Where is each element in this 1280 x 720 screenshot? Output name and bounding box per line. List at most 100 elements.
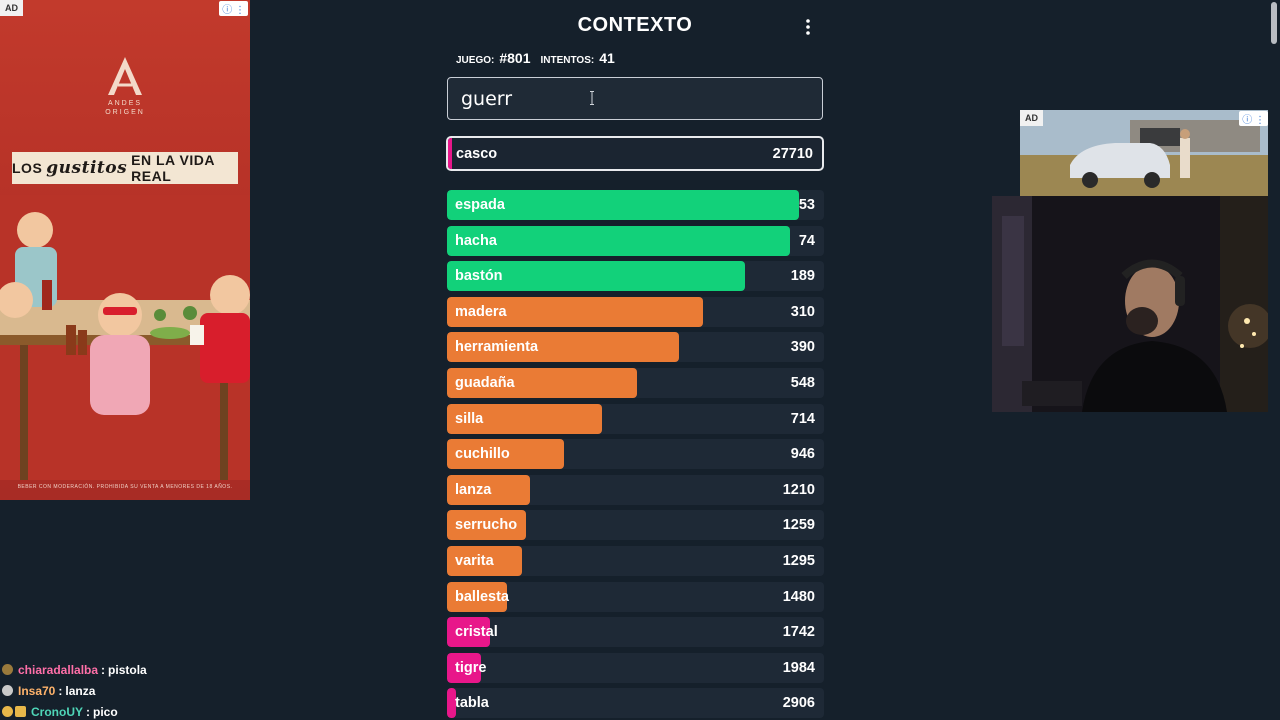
chat-badge-icon — [2, 685, 13, 696]
left-advertisement[interactable]: AD ⓘ ⋮ ANDES ORIGEN LOS gustitos EN LA V… — [0, 0, 250, 500]
chat-username[interactable]: chiaradallalba — [18, 662, 99, 677]
chat-text: lanza — [65, 683, 96, 698]
guess-distance: 1480 — [782, 589, 815, 605]
guess-word: espada — [455, 197, 505, 213]
guess-proximity-bar — [447, 332, 679, 362]
chat-overlay: chiaradallalba: pistola Insa70: lanza CronoU… — [2, 659, 242, 720]
guess-row: tigre 1984 — [447, 653, 824, 683]
guess-proximity-bar — [447, 368, 637, 398]
chat-username[interactable]: CronoUY — [31, 704, 83, 719]
attempts-count: 41 — [599, 50, 615, 66]
ad-info-icon[interactable]: ⓘ ⋮ — [219, 1, 248, 16]
guess-distance: 1259 — [782, 517, 815, 533]
guess-distance: 310 — [790, 304, 815, 320]
guess-distance: 714 — [790, 411, 815, 427]
guess-word: cristal — [455, 624, 498, 640]
ad-slogan: LOS gustitos EN LA VIDA REAL — [12, 152, 238, 184]
game-number: #801 — [499, 50, 531, 66]
guess-row: tabla 2906 — [447, 688, 824, 718]
slogan-post: EN LA VIDA REAL — [131, 152, 215, 184]
chat-badge-icon — [2, 706, 13, 717]
guess-distance: 2906 — [782, 695, 815, 711]
guess-row: ballesta 1480 — [447, 582, 824, 612]
guess-proximity-bar — [447, 510, 526, 540]
last-guess-bar — [448, 138, 452, 169]
guess-row: cristal 1742 — [447, 617, 824, 647]
guess-proximity-bar — [447, 404, 602, 434]
guess-row: herramienta 390 — [447, 332, 824, 362]
guess-word: tigre — [455, 660, 487, 676]
game-stats: JUEGO: #801 INTENTOS: 41 — [456, 50, 625, 66]
guess-distance: 53 — [798, 197, 815, 213]
guess-row: espada 53 — [447, 190, 824, 220]
guess-word: cuchillo — [455, 446, 510, 462]
guess-word: serrucho — [455, 517, 518, 533]
attempts-label: INTENTOS: — [540, 55, 595, 66]
webcam-feed — [992, 196, 1280, 412]
ad-info-icon[interactable]: ⓘ ⋮ — [1239, 111, 1268, 126]
guess-distance: 189 — [790, 268, 815, 284]
chat-separator: : — [101, 662, 106, 677]
guess-proximity-bar — [447, 475, 530, 505]
ad-illustration — [0, 195, 250, 480]
guess-proximity-bar — [447, 653, 481, 683]
ad-label: AD — [1020, 110, 1043, 126]
guess-row: guadaña 548 — [447, 368, 824, 398]
guess-row: varita 1295 — [447, 546, 824, 576]
guess-distance: 946 — [790, 446, 815, 462]
ad-label: AD — [0, 0, 23, 16]
more-vertical-icon[interactable] — [805, 19, 811, 35]
page-scrollbar[interactable] — [1268, 0, 1280, 720]
guess-distance: 1742 — [782, 624, 815, 640]
guess-proximity-bar — [447, 190, 799, 220]
guess-word: varita — [455, 553, 494, 569]
guess-input[interactable] — [447, 77, 823, 120]
guess-word: hacha — [455, 233, 497, 249]
guess-word: silla — [455, 411, 484, 427]
last-guess-distance: 27710 — [772, 145, 813, 162]
brand-name: ANDES — [107, 100, 143, 107]
ad-car-image — [1020, 110, 1270, 197]
guess-row: serrucho 1259 — [447, 510, 824, 540]
guess-row: cuchillo 946 — [447, 439, 824, 469]
guess-row: lanza 1210 — [447, 475, 824, 505]
guess-distance: 1210 — [782, 482, 815, 498]
guess-distance: 1984 — [782, 660, 815, 676]
guess-word: tabla — [455, 695, 489, 711]
guess-row: silla 714 — [447, 404, 824, 434]
chat-message: chiaradallalba: pistola — [2, 659, 242, 680]
webcam-overlay — [992, 196, 1280, 412]
game-number-label: JUEGO: — [456, 55, 495, 66]
ad-disclaimer: BEBER CON MODERACIÓN. PROHIBIDA SU VENTA… — [17, 484, 233, 490]
guess-row: madera 310 — [447, 297, 824, 327]
chat-message: Insa70: lanza — [2, 680, 242, 701]
chat-username[interactable]: Insa70 — [18, 683, 56, 698]
chat-badge-icon — [2, 664, 13, 675]
guess-word: herramienta — [455, 339, 539, 355]
guess-proximity-bar — [447, 226, 790, 256]
brand-subtitle: ORIGEN — [105, 109, 145, 116]
guess-distance: 548 — [790, 375, 815, 391]
slogan-pre: LOS — [12, 160, 43, 176]
andes-logo-icon — [108, 57, 142, 95]
guess-proximity-bar — [447, 688, 456, 718]
guess-proximity-bar — [447, 582, 507, 612]
slogan-script: gustitos — [46, 158, 128, 178]
guess-proximity-bar — [447, 617, 490, 647]
guess-proximity-bar — [447, 261, 745, 291]
guess-distance: 74 — [798, 233, 815, 249]
chat-separator: : — [58, 683, 63, 698]
text-cursor-icon — [590, 91, 594, 105]
guess-word: ballesta — [455, 589, 509, 605]
guess-proximity-bar — [447, 546, 522, 576]
page-title: CONTEXTO — [577, 14, 693, 36]
guess-proximity-bar — [447, 439, 564, 469]
chat-text: pistola — [108, 662, 147, 677]
guess-proximity-bar — [447, 297, 703, 327]
guess-word: guadaña — [455, 375, 515, 391]
scrollbar-thumb[interactable] — [1271, 2, 1277, 44]
last-guess-row: casco 27710 — [446, 136, 824, 171]
guess-row: hacha 74 — [447, 226, 824, 256]
last-guess-word: casco — [456, 145, 498, 162]
right-advertisement[interactable]: AD ⓘ ⋮ — [1020, 110, 1270, 197]
